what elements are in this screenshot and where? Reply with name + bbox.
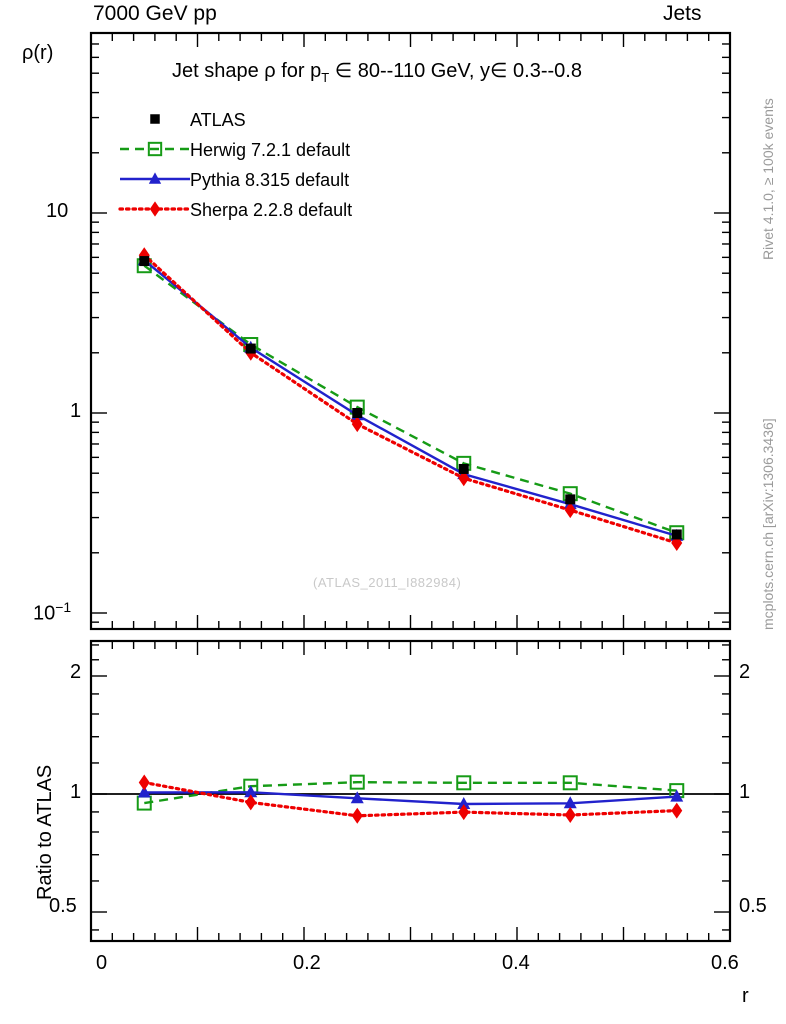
ratio-series-herwig-marker xyxy=(562,775,578,791)
main-series-atlas-marker xyxy=(565,494,576,505)
plot-title-subscript: T xyxy=(321,70,330,85)
legend-marker-2 xyxy=(148,172,162,184)
ratio-series-sherpa-marker xyxy=(564,806,576,823)
main-series-atlas-marker xyxy=(352,408,363,418)
main-series-sherpa-marker xyxy=(458,470,470,487)
y-tick-ratio-right-0p5: 0.5 xyxy=(739,895,767,917)
y-tick-ratio-left-0p5: 0.5 xyxy=(49,895,77,917)
legend-marker-3 xyxy=(149,201,161,217)
ratio-series-pythia-marker xyxy=(137,785,151,798)
ratio-series-sherpa-marker xyxy=(351,807,363,824)
x-tick-0p2: 0.2 xyxy=(293,952,321,974)
plot-title-main: Jet shape ρ for p xyxy=(172,60,322,82)
y-tick-ratio-left-1: 1 xyxy=(70,781,82,803)
header-right: Jets xyxy=(663,2,702,25)
ratio-series-herwig-marker xyxy=(456,775,472,791)
ratio-series-pythia-marker xyxy=(670,789,684,802)
x-axis-label: r xyxy=(742,985,749,1007)
legend-label-1: Herwig 7.2.1 default xyxy=(190,140,351,160)
legend-marker-0 xyxy=(150,114,160,124)
main-series-sherpa-line xyxy=(142,253,679,545)
plot-title: Jet shape ρ for pT ∈ 80--110 GeV, y∈ 0.3… xyxy=(172,58,582,85)
legend-marker-1 xyxy=(147,141,163,157)
y-tick-ratio-left-2: 2 xyxy=(70,661,82,683)
x-tick-0p6: 0.6 xyxy=(711,952,739,974)
ratio-series-pythia-marker xyxy=(350,791,364,804)
legend-label-3: Sherpa 2.2.8 default xyxy=(190,200,353,220)
ratio-series-sherpa-marker xyxy=(245,794,257,811)
y-axis-label-main: ρ(r) xyxy=(22,42,54,64)
plot-title-rest: ∈ 80--110 GeV, y∈ 0.3--0.8 xyxy=(329,60,582,82)
y-tick-ratio-right-1: 1 xyxy=(739,781,751,803)
legend-label-2: Pythia 8.315 default xyxy=(190,170,350,190)
main-series-herwig-line xyxy=(143,264,678,534)
main-series-pythia-line xyxy=(143,259,678,538)
main-panel-frame xyxy=(89,31,732,631)
header-left: 7000 GeV pp xyxy=(93,2,217,25)
ratio-series-pythia-marker xyxy=(244,785,258,798)
ratio-series-pythia-marker xyxy=(563,796,577,809)
ratio-series-herwig-marker xyxy=(349,774,365,790)
y-tick-main-10: 10 xyxy=(46,200,69,222)
ratio-series-sherpa-marker xyxy=(671,802,683,819)
ratio-series-sherpa-marker xyxy=(458,804,470,821)
y-tick-main-1: 1 xyxy=(70,400,82,422)
ratio-series-pythia-marker xyxy=(457,796,471,809)
legend-label-0: ATLAS xyxy=(190,110,246,130)
main-series-sherpa-marker xyxy=(564,502,576,519)
ratio-series-sherpa-marker xyxy=(138,774,150,791)
main-series-atlas-marker xyxy=(139,256,150,267)
ratio-series-pythia-line xyxy=(144,791,677,806)
main-series-atlas-marker xyxy=(458,463,469,474)
y-tick-ratio-right-2: 2 xyxy=(739,661,751,683)
analysis-watermark: (ATLAS_2011_I882984) xyxy=(313,575,462,590)
ratio-series-sherpa-line xyxy=(142,780,679,818)
x-tick-0: 0 xyxy=(96,952,108,974)
main-series-atlas-marker xyxy=(245,343,256,354)
ratio-panel-frame xyxy=(89,639,732,943)
main-series-atlas-marker xyxy=(671,529,682,540)
y-tick-main-0p1: 10−1 xyxy=(33,599,72,625)
main-series-sherpa-marker xyxy=(351,416,363,433)
x-tick-0p4: 0.4 xyxy=(502,952,530,974)
